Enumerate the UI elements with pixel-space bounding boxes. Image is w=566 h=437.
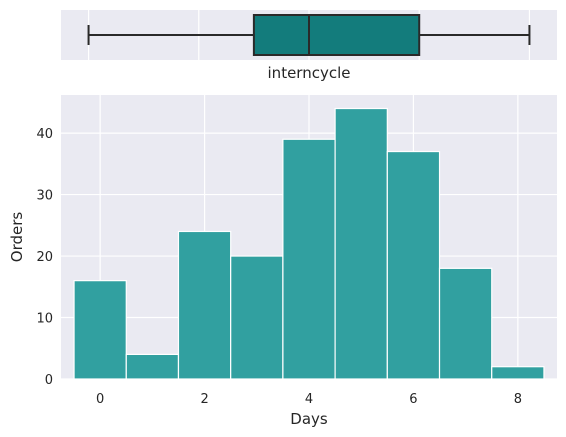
histogram-bar (334, 107, 388, 380)
boxplot-iqr-box (252, 14, 421, 56)
histogram-y-axis-label: Orders (8, 212, 26, 263)
histogram-x-tick-label: 2 (200, 392, 208, 407)
histogram-x-tick-label: 8 (514, 392, 522, 407)
histogram-x-ticks: 0 2 4 6 8 (96, 392, 522, 407)
histogram-x-tick-label: 6 (409, 392, 417, 407)
histogram-bar (177, 230, 232, 380)
boxplot-marks (87, 14, 531, 56)
histogram-bars (73, 107, 545, 380)
histogram-bar (438, 267, 493, 380)
histogram-x-tick-label: 0 (96, 392, 104, 407)
histogram-bar (491, 366, 545, 380)
boxplot-x-axis-label: interncycle (268, 64, 351, 82)
histogram-bar (125, 353, 180, 380)
histogram-y-tick-label: 30 (36, 189, 53, 204)
histogram-x-axis-label: Days (290, 410, 328, 428)
histogram-bar (386, 150, 441, 380)
histogram-x-tick-label: 4 (305, 392, 313, 407)
histogram-y-tick-label: 10 (36, 312, 53, 327)
histogram-bar (73, 280, 127, 380)
histogram-bar (230, 255, 284, 380)
histogram-y-tick-label: 40 (36, 127, 53, 142)
histogram-y-tick-label: 20 (36, 250, 53, 265)
histogram-y-tick-label: 0 (45, 373, 53, 388)
boxplot-panel: interncycle (61, 10, 557, 82)
histogram-y-ticks: 0 10 20 30 40 (36, 127, 53, 388)
histogram-bar (282, 138, 336, 380)
histogram-panel: 0 2 4 6 8 0 10 20 30 40 Days Orders (8, 95, 557, 428)
